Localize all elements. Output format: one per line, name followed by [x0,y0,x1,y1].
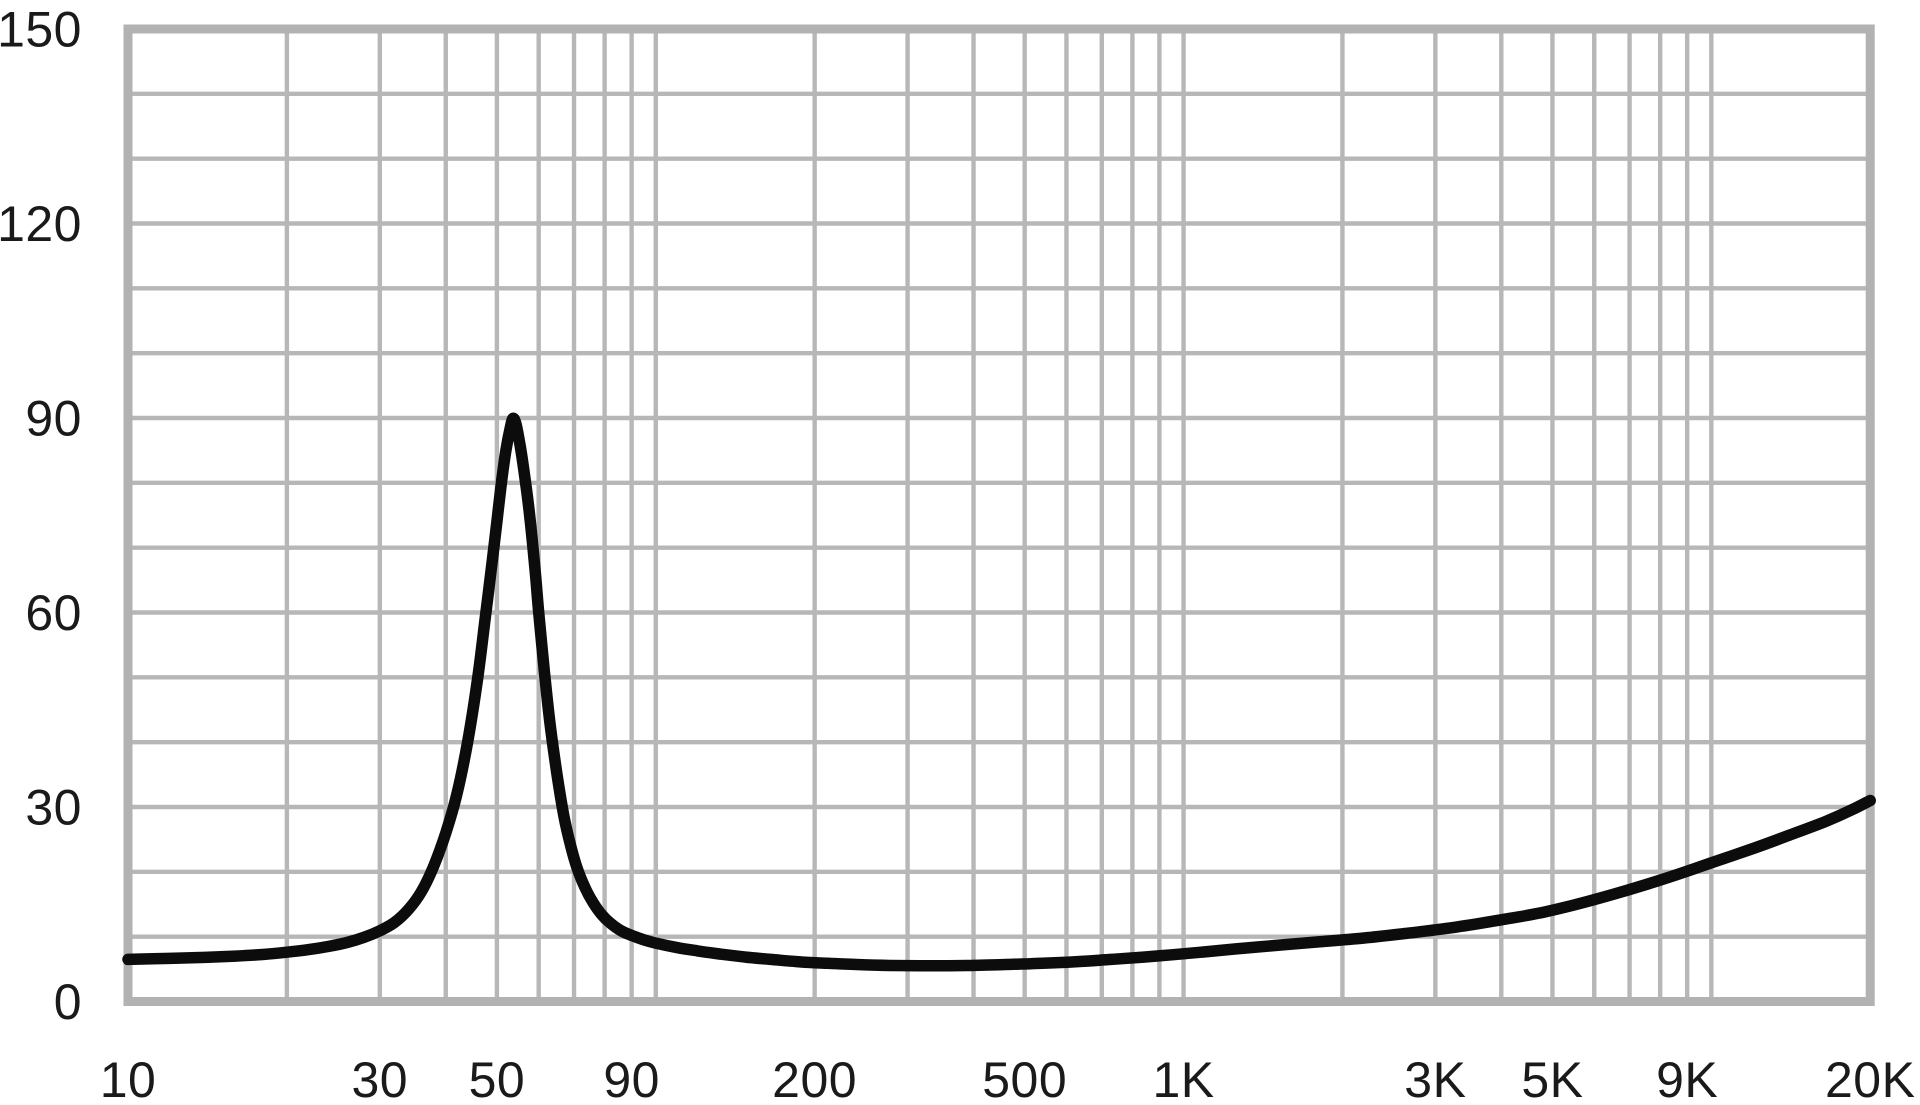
y-axis-tick-labels: 0 30 60 90 120 150 [0,2,82,1031]
x-tick-label: 500 [982,1052,1067,1105]
grid-lines [128,29,1871,1002]
y-tick-label: 30 [25,780,82,836]
x-tick-label: 3K [1404,1052,1466,1105]
y-tick-label: 60 [25,585,82,641]
x-tick-label: 30 [352,1052,409,1105]
plot-border [123,24,1875,1006]
x-tick-label: 5K [1521,1052,1583,1105]
x-tick-label: 1K [1152,1052,1214,1105]
y-tick-label: 90 [25,391,82,447]
x-tick-label: 200 [772,1052,857,1105]
y-tick-label: 120 [0,196,82,252]
x-tick-label: 90 [603,1052,660,1105]
x-tick-label: 9K [1656,1052,1718,1105]
x-tick-label: 10 [100,1052,157,1105]
x-tick-label: 50 [469,1052,526,1105]
impedance-curve [122,412,1876,972]
x-axis-tick-labels: 10 30 50 90 200 500 1K 3K 5K 9K 20K [100,1052,1915,1105]
y-tick-label: 150 [0,2,82,58]
x-tick-label: 20K [1825,1052,1915,1105]
y-tick-label: 0 [54,974,82,1030]
